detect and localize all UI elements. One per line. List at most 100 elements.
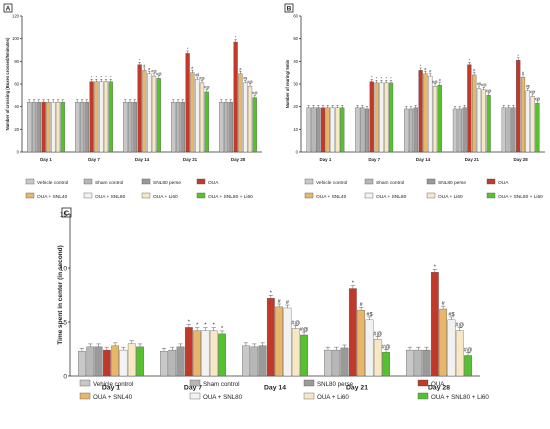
panel-letter-box (3, 3, 13, 13)
y-tick-label: 20 (293, 104, 298, 109)
x-tick-label: Day 14 (135, 157, 150, 162)
legend-swatch (141, 192, 151, 199)
legend-swatch (304, 178, 314, 185)
bar (41, 101, 46, 153)
bar (27, 101, 32, 153)
legend-swatch (364, 192, 374, 199)
legend-label: Vehicle control (316, 180, 347, 186)
bar (306, 107, 311, 153)
y-tick-label: 60 (293, 13, 298, 18)
bar (462, 107, 467, 153)
panel-letter-box (61, 207, 72, 218)
legend-swatch (25, 178, 35, 185)
legend-label: Vehicle control (93, 381, 133, 388)
bar (283, 307, 292, 377)
legend-label: SNL80 perse (153, 180, 181, 186)
bar (175, 101, 181, 153)
significance-mark: # (442, 301, 446, 307)
y-tick-label: 5 (63, 319, 67, 326)
x-tick-label: Day 7 (88, 157, 100, 162)
y-tick-label: 80 (14, 59, 19, 64)
bar (340, 347, 349, 377)
significance-mark: * (434, 264, 437, 270)
bar (78, 350, 86, 377)
significance-mark: #$ (448, 312, 454, 318)
bar (243, 82, 248, 153)
y-tick-label: 100 (12, 36, 20, 41)
significance-mark: * (101, 75, 103, 79)
significance-mark: * (352, 281, 355, 287)
bar (382, 352, 390, 377)
bar (511, 107, 516, 153)
y-tick-label: 10 (60, 265, 68, 272)
bar (209, 330, 218, 377)
bar (472, 74, 477, 153)
legend-label: OUA + SNL80 (376, 194, 407, 200)
bar (201, 330, 210, 377)
y-tick-label: 0 (17, 149, 20, 154)
legend-swatch (417, 379, 429, 387)
y-tick-label: 10 (293, 127, 298, 132)
bar (535, 103, 540, 153)
panel-b: B 0 10 20 30 40 50 60 Number of rearing/ 5min Day… (284, 3, 545, 200)
bar (422, 349, 431, 377)
significance-mark: * (105, 75, 107, 79)
bar (193, 330, 202, 377)
significance-mark: #@ (464, 348, 473, 354)
bar (530, 96, 535, 153)
y-tick-label: 15 (60, 211, 68, 218)
bar (525, 90, 530, 153)
significance-mark: # (191, 66, 193, 70)
significance-mark: #@ (481, 83, 487, 87)
bar (437, 84, 442, 153)
bar (119, 349, 128, 377)
legend-label: OUA + Li60 (438, 194, 463, 200)
bar (348, 288, 357, 377)
significance-mark: #@ (486, 89, 492, 93)
legend-swatch (426, 178, 436, 185)
bar (176, 346, 185, 377)
significance-mark: * (235, 36, 237, 40)
bar (55, 101, 61, 153)
bar (238, 73, 243, 153)
bar (160, 350, 168, 377)
bar (233, 41, 238, 153)
legend-swatch (486, 178, 496, 185)
bar (404, 108, 409, 153)
bar (413, 107, 418, 153)
bar (94, 81, 99, 153)
significance-mark: * (91, 75, 93, 79)
significance-mark: * (381, 76, 383, 80)
significance-mark: #@ (373, 331, 382, 337)
significance-mark: * (518, 54, 520, 58)
significance-mark: #@ (432, 80, 438, 84)
legend-swatch (79, 379, 91, 387)
significance-mark: * (469, 58, 471, 62)
legend-label: Sham control (95, 180, 123, 186)
bar (204, 91, 209, 153)
bar (51, 101, 56, 153)
bar (132, 101, 137, 153)
bar (218, 333, 226, 377)
significance-mark: #$ (243, 76, 247, 80)
significance-mark: #@ (291, 321, 300, 327)
legend-swatch (83, 192, 93, 199)
legend-swatch (189, 379, 201, 387)
bar (447, 319, 456, 377)
bar (439, 308, 448, 377)
significance-mark: * (213, 323, 216, 329)
significance-mark: # (360, 302, 364, 308)
y-tick-label: 30 (293, 81, 298, 86)
significance-mark: # (278, 299, 282, 305)
panel-letter: C (64, 208, 70, 217)
bar (379, 82, 384, 153)
bar (316, 107, 321, 153)
bar (258, 345, 267, 377)
bar (250, 346, 259, 377)
legend-label: OUA + SNL80 + Li60 (208, 194, 253, 200)
bar (467, 64, 472, 153)
bar (408, 108, 414, 153)
bar (340, 107, 345, 153)
significance-mark: # (473, 68, 475, 72)
